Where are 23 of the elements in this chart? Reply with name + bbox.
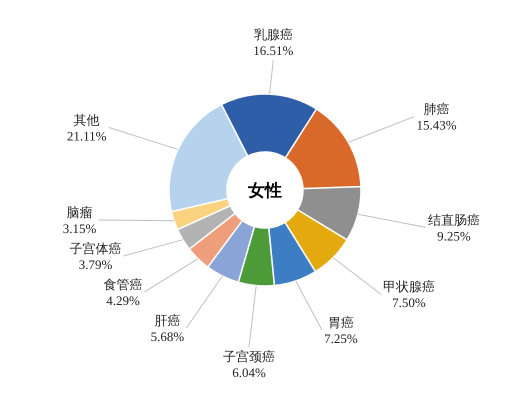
slice-label: 乳腺癌 (254, 27, 293, 42)
data-label: 6.04% (232, 364, 266, 380)
data-label: 9.25% (437, 228, 471, 244)
slice-label: 肝癌 (154, 312, 180, 328)
data-label: 3.15% (62, 220, 96, 236)
slice-label: 子宫体癌 (70, 240, 122, 256)
slice-label: 食管癌 (104, 276, 143, 292)
data-label: 5.68% (150, 328, 184, 344)
data-label: 4.29% (106, 292, 140, 308)
data-label: 3.79% (78, 256, 113, 272)
slice-label: 其他 (74, 112, 100, 128)
slice-label: 子宫颈癌 (223, 348, 275, 364)
text: 女性 (247, 181, 282, 200)
data-label: 21.11% (66, 128, 107, 144)
data-label: 15.43% (416, 117, 457, 132)
slice-label: 胃癌 (328, 315, 354, 330)
data-label: 7.25% (324, 331, 358, 346)
slice-label: 脑瘤 (66, 204, 93, 220)
slice-label: 肺癌 (424, 101, 450, 116)
slice-label: 甲状腺癌 (382, 279, 435, 294)
data-label: 16.51% (253, 43, 294, 58)
slice-label: 结直肠癌 (428, 212, 480, 228)
data-label: 7.50% (392, 295, 426, 310)
